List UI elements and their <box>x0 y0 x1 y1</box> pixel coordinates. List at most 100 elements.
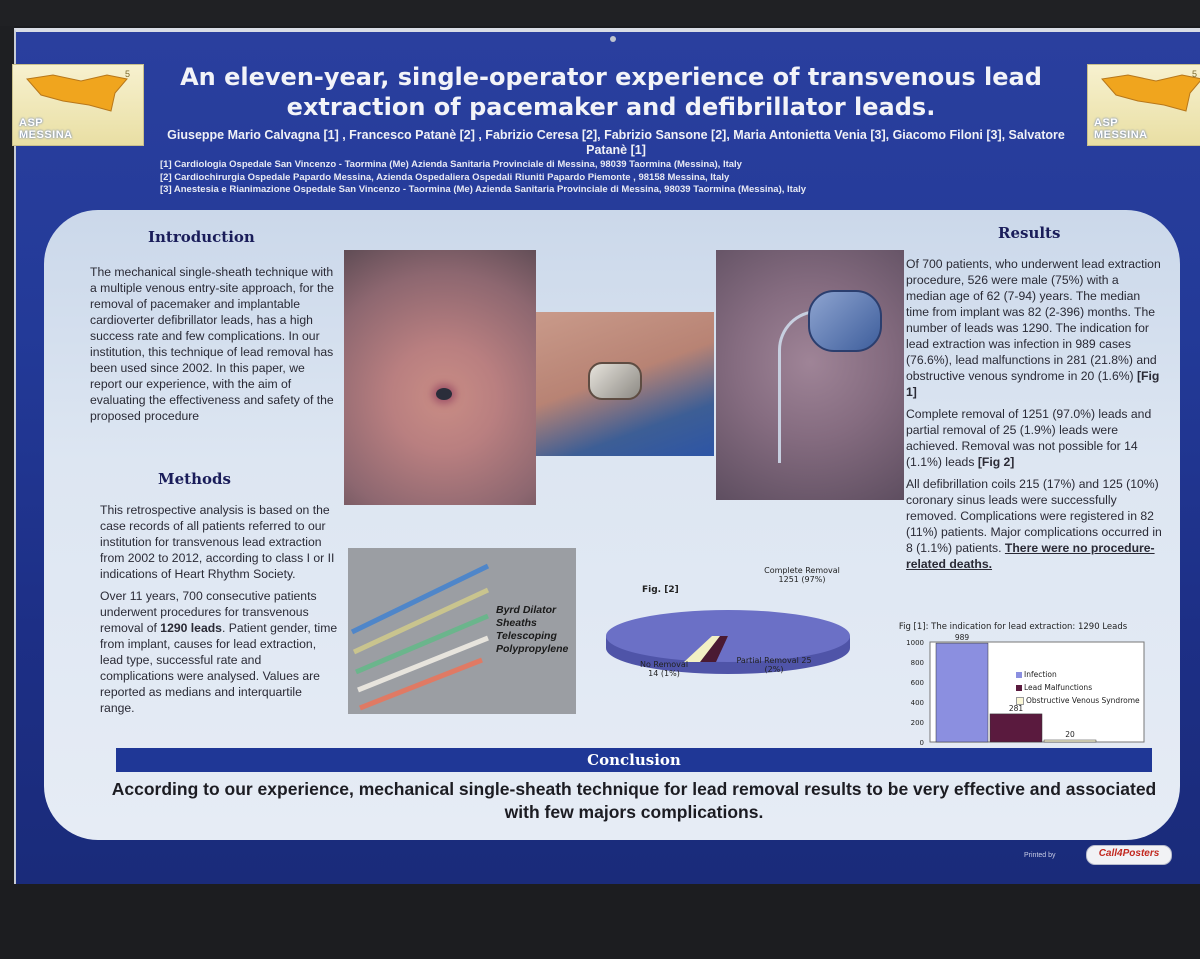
sheath-labels: Byrd Dilator Sheaths Telescoping Polypro… <box>496 604 576 656</box>
bar-chart-title: Fig [1]: The indication for lead extract… <box>898 622 1128 632</box>
results-p1-text: Of 700 patients, who underwent lead extr… <box>906 257 1161 383</box>
pacemaker-shape <box>808 290 882 352</box>
pie-chart-fig2: Fig. [2] Complete Removal 1251 (97%) No … <box>594 538 854 688</box>
y-tick-label: 0 <box>920 739 924 747</box>
pie-complete-value: 1251 (97%) <box>778 575 826 584</box>
wound-mark <box>436 388 452 400</box>
results-p2-ref: [Fig 2] <box>977 455 1015 469</box>
pie-none-name: No Removal <box>639 660 689 669</box>
device-shape <box>588 362 642 400</box>
methods-paragraph-2: Over 11 years, 700 consecutive patients … <box>100 588 338 716</box>
legend-item-malfunctions: Lead Malfunctions <box>1016 681 1140 694</box>
legend-swatch-obstructive <box>1016 697 1024 705</box>
bar-data-label: 989 <box>955 634 970 642</box>
introduction-heading: Introduction <box>148 228 255 246</box>
pie-partial-value: (2%) <box>764 665 784 674</box>
legend-label-malfunctions: Lead Malfunctions <box>1024 683 1093 692</box>
legend-swatch-infection <box>1016 672 1022 678</box>
sheaths-photo <box>348 548 576 714</box>
sheaths-drawing <box>350 563 490 711</box>
poster-authors: Giuseppe Mario Calvagna [1] , Francesco … <box>167 128 1065 157</box>
methods-text: This retrospective analysis is based on … <box>100 502 338 722</box>
bar <box>935 642 989 743</box>
pin-icon <box>610 36 616 42</box>
wall-left <box>0 26 14 959</box>
pie-fig-label: Fig. [2] <box>642 585 679 595</box>
pie-partial-label: Partial Removal 25 (2%) <box>734 656 814 674</box>
conclusion-text: According to our experience, mechanical … <box>111 779 1157 822</box>
logo-line1: ASP <box>19 117 44 129</box>
methods-p2-end: . Patient gender, time from implant, cau… <box>100 621 338 715</box>
call4posters-logo: Call4Posters <box>1086 845 1172 865</box>
sheath-label-3: Telescoping <box>496 630 557 642</box>
legend-item-obstructive: Obstructive Venous Syndrome <box>1016 694 1140 707</box>
asp-messina-logo-right: 5 ASP MESSINA <box>1087 64 1200 146</box>
methods-p2-bold: 1290 leads <box>160 621 222 635</box>
introduction-text: The mechanical single-sheath technique w… <box>90 265 334 423</box>
poster-affiliations: [1] Cardiologia Ospedale San Vincenzo - … <box>160 159 1040 197</box>
photo-exposed-device <box>536 312 714 456</box>
pie-partial-name: Partial Removal 25 <box>736 656 812 665</box>
legend-item-infection: Infection <box>1016 668 1140 681</box>
poster: 5 ASP MESSINA 5 ASP MESSINA An eleven-ye… <box>12 28 1200 884</box>
results-p1-ref: [Fig 1] <box>906 369 1160 399</box>
pie-drawing <box>606 610 850 674</box>
results-paragraph-1: Of 700 patients, who underwent lead extr… <box>906 256 1162 400</box>
affiliation-2: [2] Cardiochirurgia Ospedale Papardo Mes… <box>160 171 730 183</box>
pie-none-label: No Removal 14 (1%) <box>624 660 704 678</box>
sheath-label-4: Polypropylene <box>496 643 569 655</box>
conclusion-bar: Conclusion <box>116 748 1152 772</box>
sicily-map-icon <box>1101 74 1200 112</box>
affiliation-3: [3] Anestesia e Rianimazione Ospedale Sa… <box>160 184 807 195</box>
sicily-map-icon <box>26 74 128 112</box>
bar-legend: Infection Lead Malfunctions Obstructive … <box>1016 668 1140 707</box>
logo-line2: MESSINA <box>1094 129 1148 141</box>
pie-slice-partial <box>700 636 728 662</box>
bar-data-label: 20 <box>1065 730 1075 739</box>
logo-number: 5 <box>1192 69 1198 79</box>
bar-chart-svg: 1000 800 600 400 200 0 989 281 20 <box>906 634 1145 747</box>
bar <box>989 713 1043 743</box>
lead-shape <box>778 310 831 463</box>
results-paragraph-3: All defibrillation coils 215 (17%) and 1… <box>906 476 1162 572</box>
y-tick-label: 400 <box>911 699 924 707</box>
results-paragraph-2: Complete removal of 1251 (97.0%) leads a… <box>906 406 1162 470</box>
printed-by: Printed by <box>1024 852 1056 859</box>
call4posters-label: Call4Posters <box>1098 848 1160 859</box>
y-tick-label: 600 <box>911 679 924 687</box>
wall-top <box>0 0 1200 26</box>
legend-swatch-malfunctions <box>1016 685 1022 691</box>
y-tick-label: 800 <box>911 659 924 667</box>
results-p2-text: Complete removal of 1251 (97.0%) leads a… <box>906 407 1152 469</box>
photo-pacemaker-leads <box>716 250 904 500</box>
logo-number: 5 <box>125 69 131 79</box>
methods-heading: Methods <box>158 470 231 488</box>
logo-line2: MESSINA <box>19 129 73 141</box>
results-p3-text: All defibrillation coils 215 (17%) and 1… <box>906 477 1162 555</box>
asp-messina-logo-left: 5 ASP MESSINA <box>12 64 144 146</box>
pie-complete-label: Complete Removal 1251 (97%) <box>752 566 852 584</box>
logo-line1: ASP <box>1094 117 1119 129</box>
legend-label-obstructive: Obstructive Venous Syndrome <box>1026 696 1140 705</box>
pie-none-value: 14 (1%) <box>648 669 680 678</box>
sheath-label-2: Sheaths <box>496 617 537 629</box>
photo-wound <box>344 250 536 505</box>
pie-complete-name: Complete Removal <box>764 566 840 575</box>
methods-p2-start: Over 11 years, 700 consecutive patients … <box>100 589 317 635</box>
legend-label-infection: Infection <box>1024 670 1057 679</box>
bar <box>1043 739 1097 743</box>
results-p3-emphasis: There were no procedure-related deaths. <box>906 541 1155 571</box>
results-text: Of 700 patients, who underwent lead extr… <box>906 256 1162 578</box>
poster-title: An eleven-year, single-operator experien… <box>180 63 1042 121</box>
sheath-label-1: Byrd Dilator <box>496 604 557 616</box>
affiliation-1: [1] Cardiologia Ospedale San Vincenzo - … <box>160 159 742 170</box>
conclusion-heading: Conclusion <box>587 751 681 769</box>
results-heading: Results <box>998 224 1061 242</box>
content-panel: Introduction The mechanical single-sheat… <box>44 210 1180 840</box>
y-tick-label: 200 <box>911 719 924 727</box>
methods-paragraph-1: This retrospective analysis is based on … <box>100 503 335 581</box>
y-tick-label: 1000 <box>906 639 924 647</box>
bar-chart-fig1: Fig [1]: The indication for lead extract… <box>876 622 1150 772</box>
wall-bottom <box>0 880 1200 959</box>
bar-data-label: 281 <box>1009 704 1024 713</box>
